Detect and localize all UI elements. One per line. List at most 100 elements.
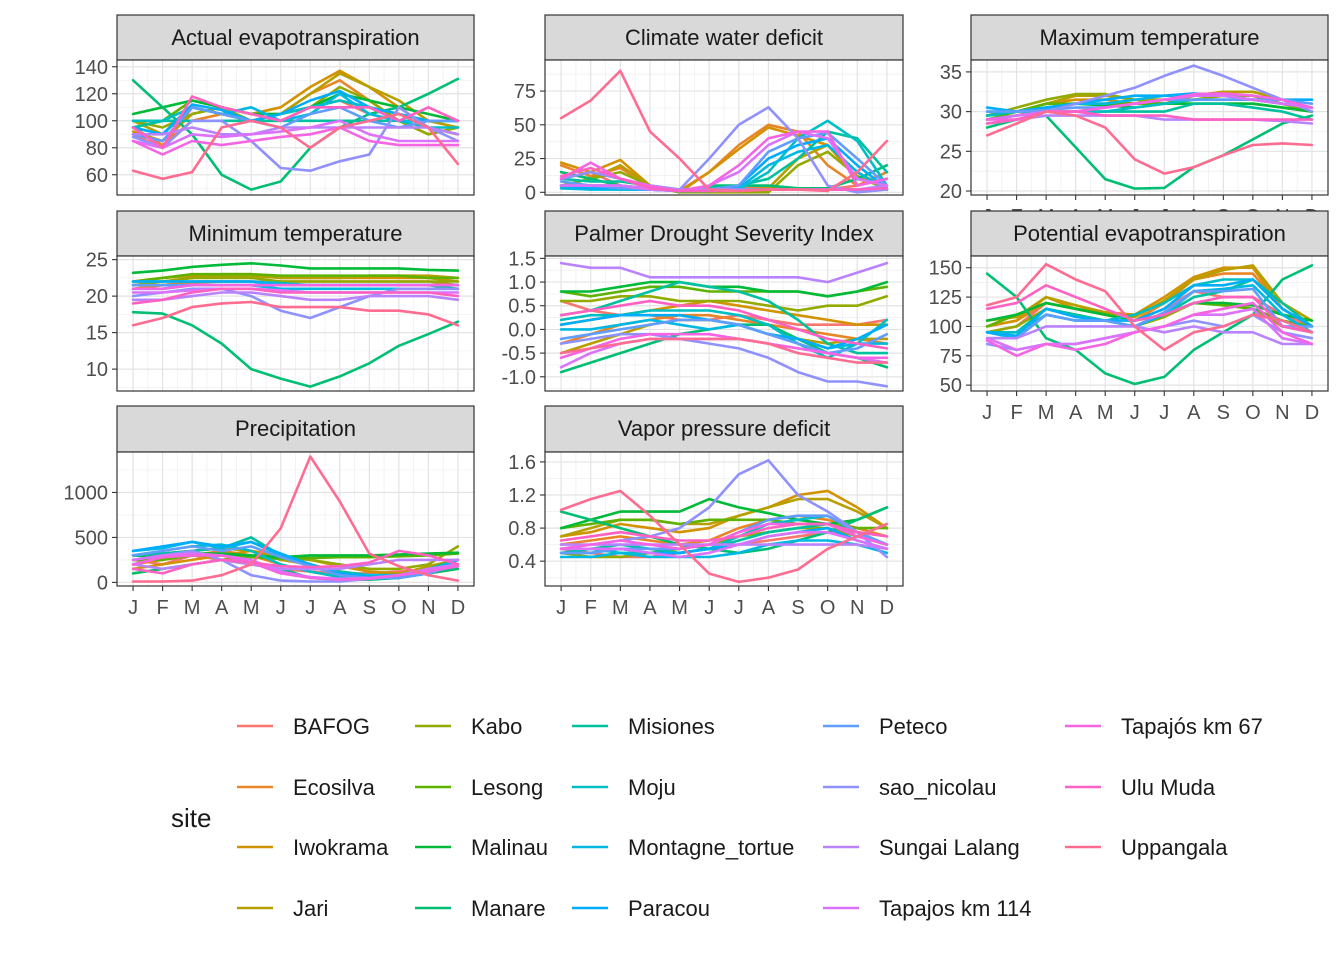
series-line-ulu-muda [131, 95, 460, 150]
panel-title: Maximum temperature [1039, 25, 1259, 50]
legend-label: Paracou [628, 896, 710, 921]
y-tick-label: 25 [940, 141, 962, 163]
panel-palmer-drought-severity-index: Palmer Drought Severity Index -1.0-0.50.0… [502, 210, 904, 392]
x-tick-label: J [1130, 402, 1140, 424]
y-tick-label: 50 [940, 375, 962, 397]
x-tick-label: S [363, 597, 376, 619]
x-tick-label: S [791, 597, 804, 619]
y-tick-label: 0 [97, 572, 108, 594]
y-tick-label: 100 [75, 111, 108, 133]
x-tick-label: O [820, 597, 836, 619]
panel-strip [544, 210, 904, 257]
y-tick-label: 0.4 [508, 551, 536, 573]
legend-label: Uppangala [1121, 835, 1228, 860]
y-tick-label: 1.2 [508, 485, 536, 507]
y-tick-label: 80 [86, 138, 108, 160]
series-line-uppangala [559, 69, 889, 193]
x-tick-label: F [585, 597, 597, 619]
series-line-tapaj-s-km-67 [131, 126, 460, 156]
panel-border [544, 451, 904, 587]
y-tick-label: 0.8 [508, 518, 536, 540]
series-line-ecosilva [559, 123, 889, 193]
series-line-ulu-muda [985, 284, 1314, 334]
x-tick-label: J [128, 597, 138, 619]
panel-border [116, 255, 475, 392]
series-line-kabo [559, 150, 889, 194]
x-tick-label: F [156, 597, 168, 619]
y-tick-label: 150 [929, 258, 962, 280]
series-line-malinau [559, 280, 889, 298]
series-line-uppangala [131, 455, 460, 583]
x-tick-label: M [243, 597, 260, 619]
panel-strip [544, 405, 904, 453]
series-line-uppangala [559, 337, 889, 364]
series-line-sungai-lalang [559, 261, 889, 284]
legend-label: Sungai Lalang [879, 835, 1020, 860]
x-tick-label: A [762, 597, 776, 619]
series-line-sao-nicolau [559, 332, 889, 388]
x-tick-label: O [391, 597, 407, 619]
x-tick-label: A [215, 597, 229, 619]
y-tick-label: 0.0 [508, 319, 536, 341]
series-line-tapaj-s-km-67 [985, 301, 1314, 358]
panel-strip [116, 210, 475, 257]
x-tick-label: N [421, 597, 435, 619]
x-tick-label: M [1097, 402, 1114, 424]
legend-label: Peteco [879, 714, 948, 739]
x-tick-label: N [1275, 402, 1289, 424]
y-tick-label: 75 [940, 346, 962, 368]
panel-title: Palmer Drought Severity Index [574, 221, 874, 246]
y-tick-label: 25 [514, 149, 536, 171]
legend-label: Lesong [471, 775, 543, 800]
y-tick-label: 75 [514, 81, 536, 103]
legend-label: Manare [471, 896, 546, 921]
series-line-misiones [559, 280, 889, 355]
panel-border [116, 59, 475, 196]
y-tick-label: 50 [514, 115, 536, 137]
series-line-ulu-muda [559, 522, 889, 542]
x-tick-label: J [704, 597, 714, 619]
series-line-sungai-lalang [559, 543, 889, 551]
x-tick-label: J [734, 597, 744, 619]
x-tick-label: F [1010, 402, 1022, 424]
x-tick-label: A [643, 597, 657, 619]
x-tick-label: N [850, 597, 864, 619]
series-line-ulu-muda [131, 287, 460, 305]
x-tick-label: A [333, 597, 347, 619]
y-tick-label: 20 [940, 181, 962, 203]
series-line-montagne-tortue [559, 539, 889, 559]
y-tick-label: 1.5 [508, 248, 536, 270]
x-tick-label: D [1305, 402, 1319, 424]
panel-climate-water-deficit: Climate water deficit 0 25 50 75 [514, 14, 904, 204]
legend-label: Montagne_tortue [628, 835, 794, 860]
x-tick-label: M [612, 597, 629, 619]
x-tick-label: S [1217, 402, 1230, 424]
panel-actual-evapotranspiration: Actual evapotranspiration 60 80 100 120 140 [75, 14, 475, 196]
legend-label: Jari [293, 896, 328, 921]
series-line-peteco [131, 545, 460, 580]
legend-label: Ecosilva [293, 775, 376, 800]
legend-label: Tapajos km 114 [879, 896, 1031, 921]
y-tick-label: 25 [86, 250, 108, 272]
series-line-kabo [131, 276, 460, 287]
panel-title: Actual evapotranspiration [171, 25, 419, 50]
panel-strip [970, 210, 1329, 257]
y-tick-label: 100 [929, 316, 962, 338]
y-tick-label: 0 [525, 182, 536, 204]
series-line-uppangala [559, 489, 889, 584]
x-tick-label: M [1038, 402, 1055, 424]
panel-border [544, 59, 904, 196]
panel-minimum-temperature: Minimum temperature 10 15 20 25 [86, 210, 475, 392]
legend-label: Tapajós km 67 [1121, 714, 1263, 739]
y-tick-label: 120 [75, 84, 108, 106]
legend-label: sao_nicolau [879, 775, 996, 800]
legend-label: Ulu Muda [1121, 775, 1216, 800]
x-tick-label: M [671, 597, 688, 619]
panel-title: Climate water deficit [625, 25, 823, 50]
legend-label: BAFOG [293, 714, 370, 739]
legend: site BAFOG Ecosilva Iwokrama Jari Kabo Lesong M… [171, 714, 1263, 921]
